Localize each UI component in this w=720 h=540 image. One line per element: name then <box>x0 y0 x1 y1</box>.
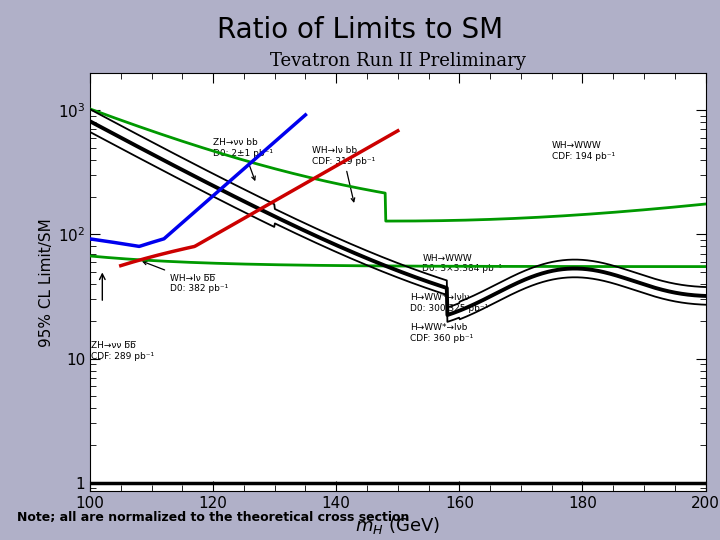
Title: Tevatron Run II Preliminary: Tevatron Run II Preliminary <box>270 52 526 70</box>
X-axis label: $m_H$ (GeV): $m_H$ (GeV) <box>355 515 441 536</box>
Text: WH→lν bb
CDF: 319 pb⁻¹: WH→lν bb CDF: 319 pb⁻¹ <box>312 146 375 202</box>
Text: ZH→νν bb
D0: 2±1 pb⁻¹: ZH→νν bb D0: 2±1 pb⁻¹ <box>213 138 273 180</box>
Text: H→WW*→lνlν
D0: 300,325 pb⁻¹: H→WW*→lνlν D0: 300,325 pb⁻¹ <box>410 293 488 313</box>
Text: Note; all are normalized to the theoretical cross section: Note; all are normalized to the theoreti… <box>17 510 410 524</box>
Text: WH→WWW
CDF: 194 pb⁻¹: WH→WWW CDF: 194 pb⁻¹ <box>552 141 615 161</box>
Text: ZH→νν b̅b̅
CDF: 289 pb⁻¹: ZH→νν b̅b̅ CDF: 289 pb⁻¹ <box>91 341 154 361</box>
Y-axis label: 95% CL Limit/SM: 95% CL Limit/SM <box>39 218 53 347</box>
Text: WH→WWW
D0: 3×3.384 pb⁻¹: WH→WWW D0: 3×3.384 pb⁻¹ <box>423 254 503 273</box>
Text: WH→lν b̅b̅
D0: 382 pb⁻¹: WH→lν b̅b̅ D0: 382 pb⁻¹ <box>143 261 228 293</box>
Text: H→WW*→lνb
CDF: 360 pb⁻¹: H→WW*→lνb CDF: 360 pb⁻¹ <box>410 323 473 343</box>
Text: Ratio of Limits to SM: Ratio of Limits to SM <box>217 16 503 44</box>
